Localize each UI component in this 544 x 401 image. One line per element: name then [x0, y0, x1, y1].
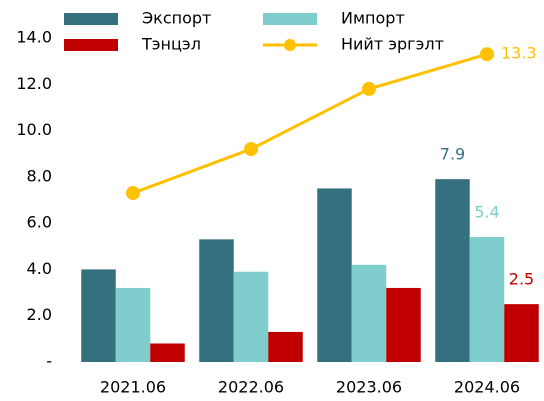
- x-tick-label: 2022.06: [218, 378, 284, 397]
- x-tick-label: 2024.06: [454, 378, 520, 397]
- legend-label: Нийт эргэлт: [341, 35, 444, 54]
- legend-swatch: [284, 39, 296, 51]
- y-tick-label: 10.0: [16, 120, 52, 139]
- legend-label: Экспорт: [142, 9, 211, 28]
- bar: [504, 304, 539, 362]
- bar: [386, 287, 421, 362]
- line-marker: [480, 47, 494, 62]
- legend-swatch: [64, 39, 118, 51]
- bar: [268, 331, 303, 362]
- x-tick-label: 2021.06: [100, 378, 166, 397]
- line-marker: [362, 81, 376, 96]
- value-label: 2.5: [509, 270, 534, 289]
- value-label: 13.3: [501, 44, 537, 63]
- bar: [115, 287, 151, 362]
- bar: [435, 179, 470, 362]
- bar: [469, 237, 505, 362]
- legend-label: Тэнцэл: [141, 35, 201, 54]
- line: [132, 52, 488, 195]
- bar: [150, 343, 185, 362]
- line-marker: [126, 186, 140, 201]
- bar: [199, 239, 234, 362]
- bar: [81, 269, 116, 362]
- value-label: 7.9: [440, 145, 465, 164]
- line-marker: [244, 142, 258, 157]
- y-tick-label: 8.0: [27, 166, 52, 185]
- bar: [351, 264, 387, 362]
- y-tick-label: -: [46, 352, 52, 371]
- x-tick-label: 2023.06: [336, 378, 402, 397]
- legend-label: Импорт: [341, 9, 405, 28]
- y-tick-label: 12.0: [16, 74, 52, 93]
- y-tick-label: 2.0: [27, 305, 52, 324]
- bar: [233, 271, 269, 362]
- legend-swatch: [64, 13, 118, 25]
- bar: [317, 188, 352, 362]
- y-tick-label: 14.0: [16, 28, 52, 47]
- y-tick-label: 6.0: [27, 213, 52, 232]
- legend-swatch: [263, 13, 317, 25]
- value-label: 5.4: [474, 203, 499, 222]
- y-tick-label: 4.0: [27, 259, 52, 278]
